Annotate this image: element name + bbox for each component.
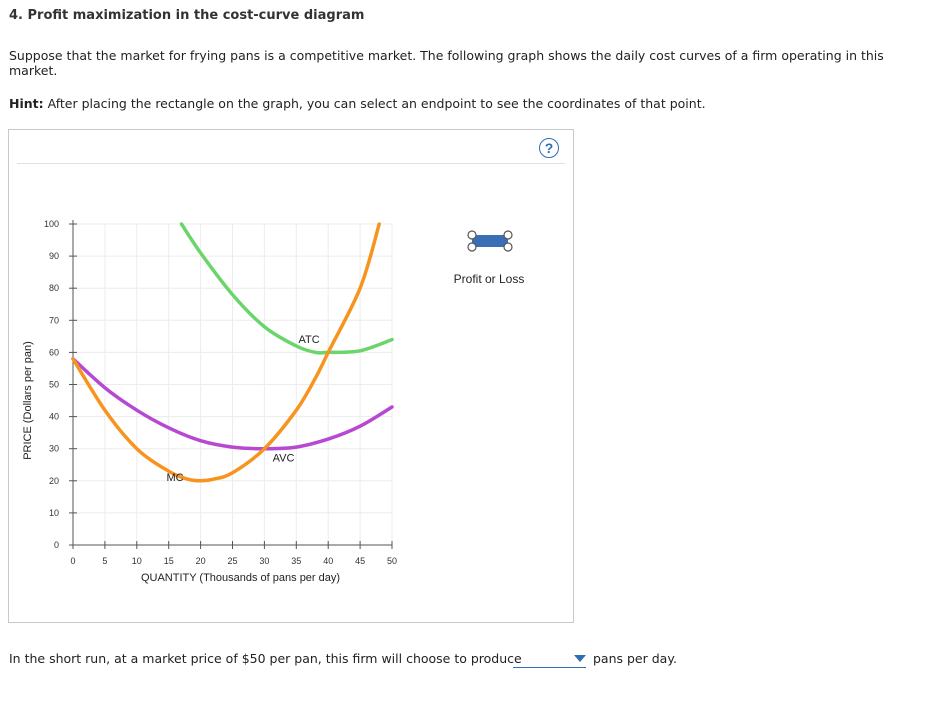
x-tick-label: 0 bbox=[70, 556, 75, 566]
x-tick-label: 20 bbox=[196, 556, 206, 566]
y-tick-label: 100 bbox=[44, 219, 59, 229]
y-tick-label: 0 bbox=[54, 540, 59, 550]
tool-handle-icon[interactable] bbox=[467, 230, 477, 240]
curve-atc bbox=[179, 222, 394, 355]
y-tick-label: 40 bbox=[49, 412, 59, 422]
question-title: 4. Profit maximization in the cost-curve… bbox=[9, 8, 365, 23]
tool-handle-icon[interactable] bbox=[503, 230, 513, 240]
quantity-dropdown[interactable] bbox=[513, 651, 586, 668]
y-tick-label: 30 bbox=[49, 444, 59, 454]
chart-ticks: 0 10 20 30 40 50 60 70 80 90 100 0 5 10 15 20 25 30 35 40 45… bbox=[44, 219, 397, 566]
answer-prompt: In the short run, at a market price of $… bbox=[9, 651, 522, 666]
y-tick-label: 50 bbox=[49, 380, 59, 390]
tool-handle-icon[interactable] bbox=[503, 242, 513, 252]
curve-label-atc: ATC bbox=[298, 334, 319, 346]
answer-unit: pans per day. bbox=[593, 651, 677, 666]
curve-label-avc: AVC bbox=[273, 453, 295, 465]
hint-label: Hint: bbox=[9, 96, 44, 111]
rectangle-tool-icon[interactable] bbox=[472, 235, 508, 247]
question-text: Suppose that the market for frying pans … bbox=[9, 48, 884, 78]
chart-grid bbox=[73, 223, 393, 545]
profit-or-loss-tool[interactable]: Profit or Loss bbox=[454, 230, 525, 286]
curve-label-mc: MC bbox=[167, 472, 184, 484]
panel-divider bbox=[17, 163, 565, 164]
x-tick-label: 35 bbox=[291, 556, 301, 566]
x-tick-label: 25 bbox=[227, 556, 237, 566]
tool-handle-icon[interactable] bbox=[467, 242, 477, 252]
help-icon[interactable]: ? bbox=[539, 138, 559, 158]
y-tick-label: 70 bbox=[49, 315, 59, 325]
y-tick-label: 90 bbox=[49, 251, 59, 261]
y-tick-label: 10 bbox=[49, 508, 59, 518]
x-tick-label: 15 bbox=[164, 556, 174, 566]
hint-body: After placing the rectangle on the graph… bbox=[43, 96, 706, 111]
hint-text: Hint: After placing the rectangle on the… bbox=[9, 96, 706, 111]
x-tick-label: 10 bbox=[132, 556, 142, 566]
x-axis-title: QUANTITY (Thousands of pans per day) bbox=[141, 572, 340, 584]
cost-curve-chart[interactable]: 0 10 20 30 40 50 60 70 80 90 100 0 5 10 15 20 25 30 35 40 45… bbox=[9, 130, 573, 622]
y-tick-label: 80 bbox=[49, 283, 59, 293]
chart-curves bbox=[71, 222, 394, 483]
y-tick-label: 60 bbox=[49, 347, 59, 357]
chevron-down-icon[interactable] bbox=[574, 655, 586, 662]
x-tick-label: 40 bbox=[323, 556, 333, 566]
y-axis-title: PRICE (Dollars per pan) bbox=[22, 341, 34, 460]
y-tick-label: 20 bbox=[49, 476, 59, 486]
x-tick-label: 30 bbox=[259, 556, 269, 566]
x-tick-label: 45 bbox=[355, 556, 365, 566]
x-tick-label: 5 bbox=[102, 556, 107, 566]
profit-or-loss-label: Profit or Loss bbox=[454, 272, 525, 286]
graph-panel: ? 0 10 20 30 40 50 60 70 80 90 100 0 5 10 15 20 25 30 35 40… bbox=[8, 129, 574, 623]
x-tick-label: 50 bbox=[387, 556, 397, 566]
chart-curve-labels: ATC AVC MC bbox=[167, 334, 320, 484]
curve-mc bbox=[71, 222, 381, 483]
curve-avc bbox=[71, 357, 394, 451]
